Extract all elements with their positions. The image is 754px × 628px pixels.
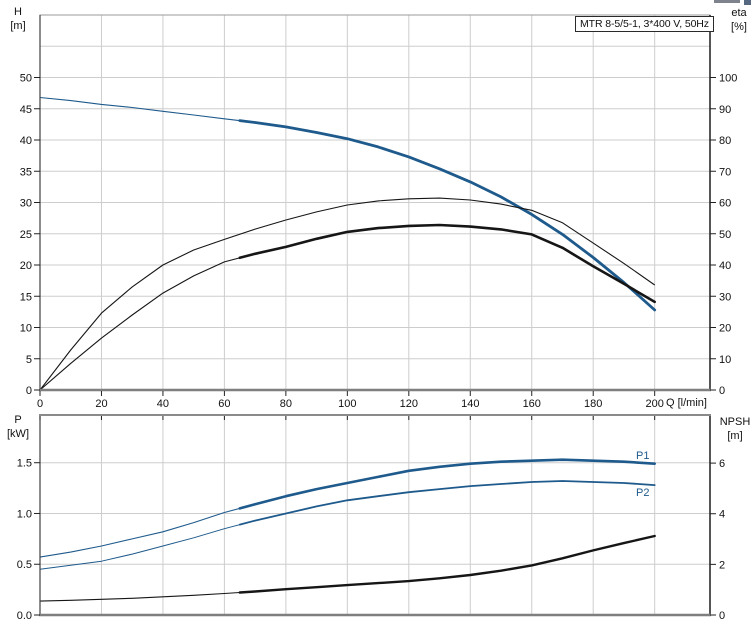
x-tick-label: 200 bbox=[645, 398, 663, 410]
y-tick-label-left: 40 bbox=[20, 135, 32, 147]
y-tick-label-right: 50 bbox=[719, 229, 731, 241]
y-tick-label-left: 5 bbox=[26, 354, 32, 366]
y-tick-label-left: 0.0 bbox=[17, 610, 32, 622]
curve-H-bold-range bbox=[238, 119, 657, 312]
y-tick-label-left: 1.0 bbox=[17, 508, 32, 520]
p-axis-title: P bbox=[14, 414, 22, 426]
cropped-toolbar-icon-2 bbox=[744, 0, 751, 5]
y-tick-label-right: 40 bbox=[719, 260, 731, 272]
x-tick-label: 20 bbox=[95, 398, 107, 410]
y-tick-label-left: 1.5 bbox=[17, 458, 32, 470]
x-tick-label: 80 bbox=[280, 398, 292, 410]
eta-axis-title: eta bbox=[731, 7, 747, 19]
y-tick-label-left: 0 bbox=[26, 385, 32, 397]
plot-border bbox=[39, 414, 711, 616]
y-tick-label-right: 90 bbox=[719, 104, 731, 116]
curve-NPSH-bold-range bbox=[238, 534, 656, 594]
y-tick-label-right: 4 bbox=[719, 509, 725, 521]
y-tick-label-right: 60 bbox=[719, 198, 731, 210]
pump-type-title-box: MTR 8-5/5-1, 3*400 V, 50Hz bbox=[575, 16, 714, 32]
npsh-axis-unit: [m] bbox=[727, 430, 743, 442]
curve-P1-bold-range bbox=[238, 458, 657, 510]
curve-P2-bold-range bbox=[238, 480, 656, 526]
p-axis-unit: [kW] bbox=[7, 428, 29, 440]
h-axis-title: H bbox=[14, 6, 22, 18]
x-tick-label: 140 bbox=[461, 398, 479, 410]
x-tick-label: 40 bbox=[157, 398, 169, 410]
x-tick-label: 180 bbox=[584, 398, 602, 410]
p2-curve-label: P2 bbox=[636, 487, 650, 499]
y-tick-label-left: 30 bbox=[20, 198, 32, 210]
y-tick-label-right: 0 bbox=[719, 610, 725, 622]
x-tick-label: 60 bbox=[218, 398, 230, 410]
y-tick-label-left: 15 bbox=[20, 291, 32, 303]
x-tick-label: 100 bbox=[338, 398, 356, 410]
curve-eta1 bbox=[39, 197, 656, 391]
y-tick-label-left: 20 bbox=[20, 260, 32, 272]
y-tick-label-right: 10 bbox=[719, 354, 731, 366]
y-tick-label-right: 70 bbox=[719, 166, 731, 178]
y-tick-label-left: 45 bbox=[20, 104, 32, 116]
x-tick-label: 120 bbox=[400, 398, 418, 410]
y-tick-label-right: 80 bbox=[719, 135, 731, 147]
y-tick-label-right: 20 bbox=[719, 323, 731, 335]
curve-eta2-bold-range bbox=[238, 223, 657, 304]
q-axis-unit: Q [l/min] bbox=[666, 397, 707, 409]
npsh-axis-title: NPSH bbox=[719, 416, 751, 428]
eta-axis-unit: [%] bbox=[731, 21, 747, 33]
x-tick-label: 160 bbox=[523, 398, 541, 410]
y-tick-label-left: 10 bbox=[20, 323, 32, 335]
y-tick-label-left: 0.5 bbox=[17, 559, 32, 571]
y-tick-label-right: 0 bbox=[719, 385, 725, 397]
y-tick-label-left: 25 bbox=[20, 229, 32, 241]
y-tick-label-right: 6 bbox=[719, 458, 725, 470]
y-tick-label-right: 30 bbox=[719, 291, 731, 303]
y-tick-label-right: 2 bbox=[719, 559, 725, 571]
cropped-toolbar-icon bbox=[714, 0, 740, 3]
y-tick-label-right: 100 bbox=[719, 73, 737, 85]
p1-curve-label: P1 bbox=[636, 450, 650, 462]
h-axis-unit: [m] bbox=[10, 20, 26, 32]
y-tick-label-left: 35 bbox=[20, 166, 32, 178]
x-tick-label: 0 bbox=[37, 398, 43, 410]
y-tick-label-left: 50 bbox=[20, 73, 32, 85]
